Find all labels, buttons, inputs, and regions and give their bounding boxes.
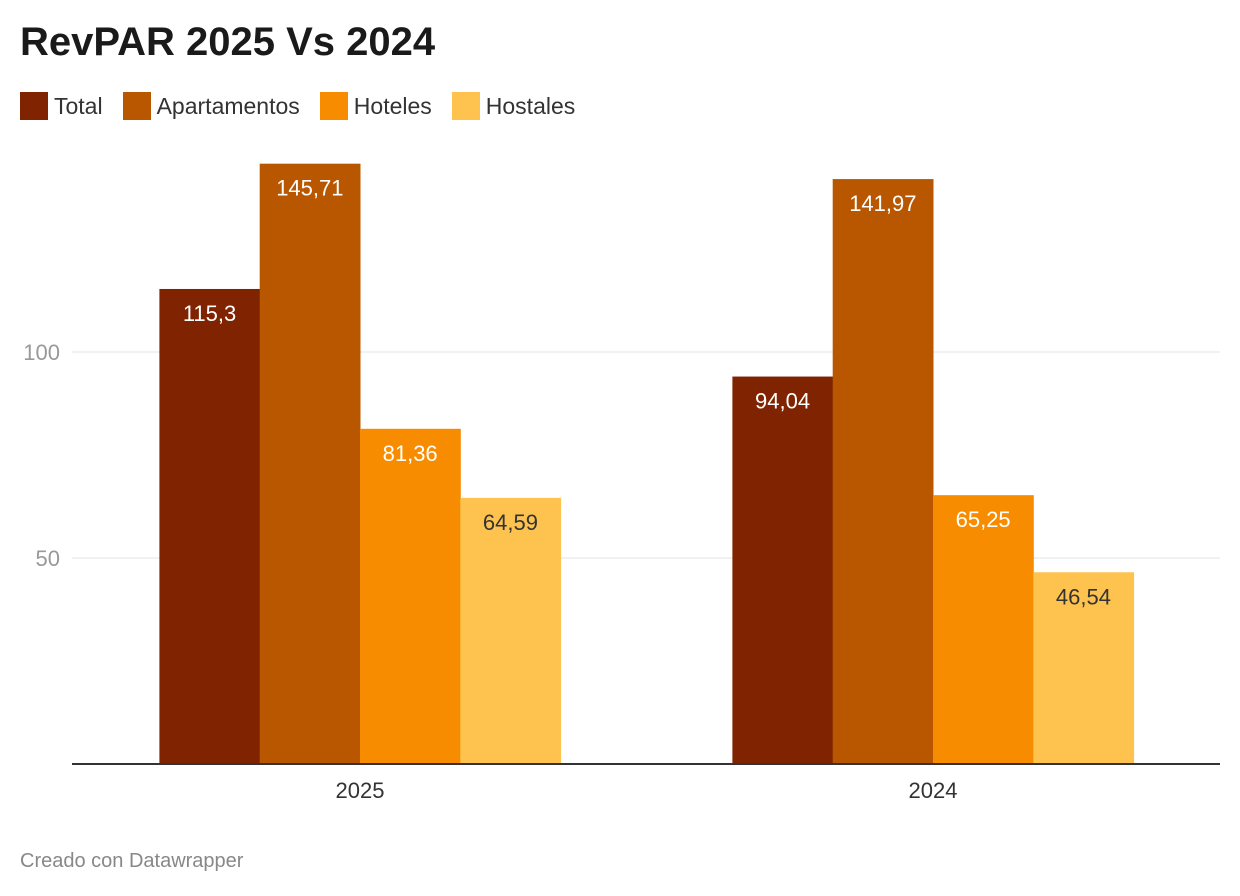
x-tick-label: 2024 — [909, 778, 958, 803]
legend: Total Apartamentos Hoteles Hostales — [20, 92, 575, 120]
data-label: 115,3 — [183, 301, 236, 326]
data-label: 145,71 — [276, 176, 343, 201]
y-tick-label: 50 — [36, 546, 60, 571]
legend-swatch — [20, 92, 48, 120]
bar-hostales-2024 — [1033, 572, 1135, 764]
legend-item-apartamentos: Apartamentos — [122, 92, 300, 120]
bar-total-2024 — [732, 376, 834, 764]
bar-total-2025 — [159, 288, 261, 764]
legend-label: Hostales — [485, 92, 576, 119]
y-tick-label: 100 — [23, 340, 60, 365]
footer-credit: Creado con Datawrapper — [20, 850, 244, 872]
data-label: 65,25 — [956, 507, 1011, 532]
legend-item-hostales: Hostales — [451, 92, 576, 120]
legend-swatch — [451, 92, 480, 120]
bar-hoteles-2024 — [933, 495, 1034, 764]
x-tick-label: 2025 — [336, 778, 385, 803]
legend-label: Apartamentos — [156, 92, 300, 119]
legend-label: Hoteles — [353, 92, 432, 119]
data-label: 64,59 — [483, 510, 538, 535]
chart-title: RevPAR 2025 Vs 2024 — [20, 20, 436, 64]
legend-item-hoteles: Hoteles — [319, 92, 432, 120]
data-label: 94,04 — [755, 389, 810, 414]
bar-hostales-2025 — [460, 497, 562, 764]
legend-swatch — [319, 92, 348, 120]
legend-item-total: Total — [20, 92, 103, 120]
legend-swatch — [122, 92, 151, 120]
bar-apartamentos-2024 — [832, 179, 934, 764]
data-label: 81,36 — [383, 441, 438, 466]
data-label: 46,54 — [1056, 584, 1111, 609]
bar-hoteles-2025 — [360, 428, 461, 764]
bar-apartamentos-2025 — [259, 163, 361, 764]
data-label: 141,97 — [849, 191, 916, 216]
legend-label: Total — [54, 92, 103, 119]
